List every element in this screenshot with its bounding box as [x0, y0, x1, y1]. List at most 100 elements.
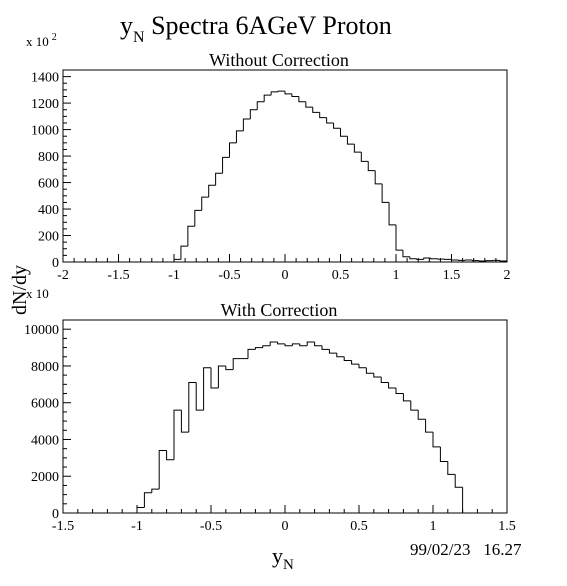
x-tick-label: 1: [430, 519, 437, 534]
histogram-bin: [336, 353, 345, 358]
bottom-multiplier: x 10: [26, 286, 49, 301]
x-tick-label: 1: [393, 268, 400, 283]
histogram-bin: [158, 450, 167, 490]
histogram-bin: [417, 410, 426, 420]
x-axis-label: yN: [272, 543, 294, 573]
y-tick-label: 200: [38, 230, 59, 245]
y-tick-label: 0: [52, 256, 59, 271]
histogram-bin: [395, 224, 403, 251]
y-tick-label: 1400: [31, 71, 59, 86]
histogram-bin: [136, 506, 145, 513]
y-tick-label: 800: [38, 150, 59, 165]
histogram-bin: [328, 349, 337, 354]
histogram-bin: [194, 209, 202, 227]
histogram-bin: [217, 365, 226, 389]
histogram-bin: [151, 488, 160, 493]
histogram-bin: [306, 341, 315, 346]
histogram-bin: [256, 101, 265, 110]
histogram-bin: [188, 381, 197, 433]
histogram-bin: [249, 109, 258, 119]
histogram-bin: [326, 117, 334, 124]
histogram-bin: [430, 258, 438, 260]
histogram-bin: [305, 101, 313, 108]
y-tick-label: 8000: [31, 360, 59, 375]
histogram-bin: [432, 432, 441, 448]
timestamp: 99/02/23 16.27: [410, 540, 522, 559]
x-tick-label: -0.5: [200, 519, 222, 534]
histogram-bin: [409, 256, 417, 260]
histogram-bin: [365, 367, 374, 374]
histogram-bin: [402, 393, 411, 402]
x-tick-label: 0.5: [332, 268, 350, 283]
histogram-bin: [402, 250, 410, 258]
bottom-panel-title: With Correction: [221, 300, 338, 320]
histogram-bin: [410, 400, 419, 411]
histogram-bin: [351, 360, 359, 365]
x-tick-label: 0: [282, 268, 289, 283]
histogram-bin: [173, 409, 182, 460]
histogram-bin: [360, 152, 369, 162]
y-tick-label: 10000: [24, 323, 59, 338]
histogram-bin: [195, 382, 204, 411]
y-tick-label: 600: [38, 177, 59, 192]
histogram-bin: [270, 91, 279, 96]
histogram-bin: [291, 343, 300, 346]
bottom-panel: x 10 With Correction -1.5 -1 -0.5 0 0.5 1 1.5 0…: [24, 286, 516, 534]
histogram-bin: [425, 419, 433, 433]
histogram-bin: [269, 341, 278, 346]
histogram-bin: [143, 492, 152, 508]
histogram-bin: [395, 388, 404, 395]
histogram-bin: [262, 345, 271, 348]
histogram-bin: [229, 142, 237, 158]
histogram-bin: [210, 367, 219, 389]
histogram-bin: [343, 356, 352, 361]
histogram-bin: [242, 118, 251, 131]
histogram-bin: [499, 260, 507, 262]
histogram-bin: [263, 94, 272, 102]
x-tick-label: -1: [168, 268, 180, 283]
histogram-bin: [291, 93, 299, 97]
histogram-bin: [232, 358, 241, 370]
histogram-bin: [353, 144, 362, 153]
histogram-bin: [284, 91, 292, 95]
histogram-bin: [388, 382, 396, 389]
histogram-bin: [374, 170, 383, 185]
histogram-bin: [471, 260, 480, 262]
y-axis-label: dN/dy: [9, 265, 31, 315]
figure-title: yN Spectra 6AGeV Proton: [120, 11, 392, 46]
histogram-bin: [314, 342, 322, 347]
y-tick-label: 1200: [31, 97, 59, 112]
x-tick-label: -1: [131, 519, 143, 534]
histogram-bin: [358, 364, 367, 369]
histogram-bin: [173, 258, 181, 262]
x-tick-label: -1.5: [107, 268, 129, 283]
y-tick-label: 400: [38, 203, 59, 218]
histogram-bin: [222, 156, 230, 174]
histogram-bin: [380, 376, 389, 383]
histogram-bin: [201, 196, 209, 211]
histogram-bin: [180, 245, 188, 260]
x-tick-label: -0.5: [218, 268, 240, 283]
histogram-bin: [180, 410, 189, 433]
y-tick-label: 1000: [31, 124, 59, 139]
top-panel: x 10 2 Without Correction -2 -1.5 -1 -0.5 0 0.…: [26, 32, 511, 283]
x-tick-label: 0: [282, 519, 289, 534]
x-tick-label: -1.5: [52, 519, 74, 534]
histogram-bin: [333, 122, 341, 129]
histogram-bin: [166, 450, 174, 461]
plot-frame: [62, 319, 508, 514]
histogram-bin: [439, 446, 448, 463]
histogram-bin: [423, 257, 431, 260]
histogram-bin: [277, 90, 285, 92]
histogram-bin: [277, 342, 285, 345]
histogram-bin: [319, 112, 327, 119]
histogram-bin: [340, 128, 348, 137]
histogram-bin: [298, 96, 306, 103]
histogram-bin: [416, 258, 424, 260]
x-tick-label: 2: [504, 268, 511, 283]
histogram-bin: [203, 367, 211, 411]
histogram-bin: [254, 347, 263, 350]
histogram-bin: [284, 343, 293, 347]
histogram-bin: [312, 107, 320, 113]
histogram-bin: [388, 202, 396, 226]
